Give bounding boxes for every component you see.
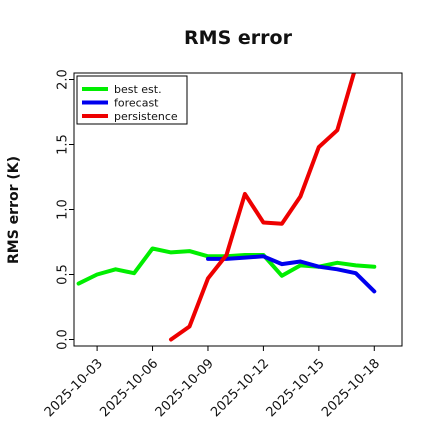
x-tick-label: 2025-10-18: [319, 356, 383, 420]
legend-label: best est.: [114, 83, 162, 96]
legend-label: forecast: [114, 97, 159, 110]
x-tick-label: 2025-10-09: [153, 356, 217, 420]
plot-area: 0.00.51.01.52.02025-10-032025-10-062025-…: [42, 69, 403, 420]
x-tick-label: 2025-10-12: [208, 356, 272, 420]
chart-title: RMS error: [184, 27, 293, 49]
y-axis-label: RMS error (K): [6, 156, 22, 264]
y-tick-label: 1.0: [56, 199, 71, 220]
y-tick-label: 1.5: [56, 134, 71, 155]
series-lines: [76, 73, 377, 342]
x-tick-label: 2025-10-03: [42, 356, 106, 420]
series-line-forecast: [206, 254, 377, 294]
legend-label: persistence: [114, 110, 178, 123]
y-tick-label: 0.5: [56, 264, 71, 285]
x-tick-label: 2025-10-06: [97, 356, 161, 420]
y-tick-label: 2.0: [56, 69, 71, 90]
y-tick-label: 0.0: [56, 329, 71, 350]
series-line-persistence: [169, 73, 356, 342]
x-tick-label: 2025-10-15: [264, 356, 328, 420]
